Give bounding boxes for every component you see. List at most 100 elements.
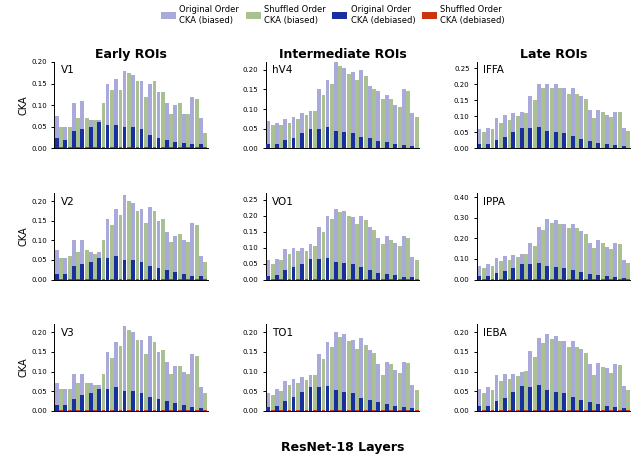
Bar bbox=[199, 387, 203, 411]
Bar bbox=[355, 79, 359, 148]
Bar bbox=[287, 410, 291, 411]
Bar bbox=[296, 147, 300, 148]
Bar bbox=[545, 266, 549, 280]
Bar bbox=[68, 279, 72, 280]
Bar bbox=[508, 260, 511, 280]
Bar bbox=[368, 85, 372, 148]
Bar bbox=[308, 111, 312, 148]
Bar bbox=[508, 379, 511, 411]
Bar bbox=[182, 143, 186, 148]
Bar bbox=[178, 279, 182, 280]
Bar bbox=[477, 406, 481, 411]
Bar bbox=[394, 105, 397, 148]
Bar bbox=[275, 144, 278, 148]
Bar bbox=[102, 279, 106, 280]
Bar bbox=[296, 251, 300, 280]
Bar bbox=[541, 343, 545, 411]
Bar bbox=[410, 146, 414, 148]
Bar bbox=[330, 347, 334, 411]
Bar bbox=[621, 146, 625, 148]
Bar bbox=[80, 129, 84, 148]
Bar bbox=[410, 257, 414, 280]
Bar bbox=[60, 258, 63, 280]
Bar bbox=[275, 389, 278, 411]
Bar bbox=[575, 410, 579, 411]
Bar bbox=[372, 279, 376, 280]
Bar bbox=[579, 139, 583, 148]
Bar bbox=[490, 266, 494, 280]
Bar bbox=[360, 136, 364, 148]
Bar bbox=[330, 410, 334, 411]
Bar bbox=[80, 101, 84, 148]
Bar bbox=[97, 252, 101, 280]
Bar bbox=[110, 90, 114, 148]
Bar bbox=[381, 244, 385, 280]
Bar bbox=[621, 260, 625, 280]
Bar bbox=[110, 147, 114, 148]
Bar bbox=[152, 279, 156, 280]
Bar bbox=[596, 143, 600, 148]
Bar bbox=[626, 391, 630, 411]
Bar bbox=[204, 147, 207, 148]
Bar bbox=[106, 258, 109, 280]
Bar bbox=[140, 129, 143, 148]
Bar bbox=[503, 137, 507, 148]
Bar bbox=[381, 279, 385, 280]
Bar bbox=[609, 249, 613, 280]
Bar bbox=[355, 147, 359, 148]
Bar bbox=[55, 405, 59, 411]
Bar bbox=[499, 410, 503, 411]
Bar bbox=[283, 249, 287, 280]
Bar bbox=[326, 79, 330, 148]
Bar bbox=[541, 88, 545, 148]
Bar bbox=[300, 263, 304, 280]
Bar bbox=[406, 238, 410, 280]
Bar bbox=[360, 268, 364, 280]
Bar bbox=[326, 216, 330, 280]
Bar bbox=[72, 131, 76, 148]
Bar bbox=[60, 389, 63, 411]
Bar bbox=[89, 393, 93, 411]
Bar bbox=[372, 353, 376, 411]
Bar bbox=[60, 147, 63, 148]
Bar bbox=[114, 387, 118, 411]
Bar bbox=[76, 118, 80, 148]
Bar bbox=[283, 381, 287, 411]
Bar bbox=[84, 383, 88, 411]
Bar bbox=[554, 267, 557, 280]
Bar bbox=[406, 279, 410, 280]
Bar bbox=[195, 224, 199, 280]
Bar bbox=[313, 111, 317, 148]
Bar bbox=[279, 391, 283, 411]
Bar bbox=[330, 84, 334, 148]
Bar bbox=[102, 103, 106, 148]
Bar bbox=[499, 381, 503, 411]
Bar bbox=[321, 232, 325, 280]
Bar bbox=[406, 147, 410, 148]
Bar bbox=[567, 228, 571, 280]
Bar bbox=[110, 410, 114, 411]
Bar bbox=[165, 362, 169, 411]
Bar bbox=[89, 262, 93, 280]
Bar bbox=[360, 70, 364, 148]
Bar bbox=[287, 279, 291, 280]
Bar bbox=[584, 410, 588, 411]
Bar bbox=[334, 262, 338, 280]
Bar bbox=[347, 74, 351, 148]
Bar bbox=[170, 374, 173, 411]
Bar bbox=[144, 410, 148, 411]
Bar bbox=[558, 224, 562, 280]
Bar bbox=[516, 376, 520, 411]
Bar bbox=[503, 374, 507, 411]
Bar bbox=[148, 84, 152, 148]
Bar bbox=[165, 270, 169, 280]
Bar bbox=[195, 279, 199, 280]
Bar bbox=[152, 410, 156, 411]
Bar bbox=[385, 236, 388, 280]
Bar bbox=[321, 359, 325, 411]
Bar bbox=[204, 279, 207, 280]
Bar bbox=[173, 236, 177, 280]
Bar bbox=[296, 383, 300, 411]
Bar bbox=[537, 338, 541, 411]
Bar bbox=[123, 195, 127, 280]
